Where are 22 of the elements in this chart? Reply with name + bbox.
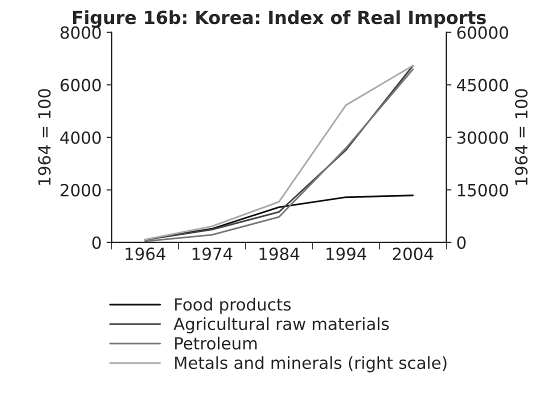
y-tick-label: 6000 xyxy=(60,78,101,92)
legend-label: Agricultural raw materials xyxy=(174,317,389,334)
x-tick-label: 1994 xyxy=(326,248,366,260)
y-tick-label: 4000 xyxy=(60,131,101,144)
x-tick-label: 2004 xyxy=(392,248,434,260)
y2-tick-label: 0 xyxy=(457,236,466,249)
legend-label: Food products xyxy=(175,298,291,314)
y2-tick-label: 15000 xyxy=(458,184,508,196)
x-tick-label: 1974 xyxy=(192,248,232,260)
y2-axis-title: 1964 = 100 xyxy=(514,89,528,185)
legend-label: Metals and minerals (right scale) xyxy=(175,356,446,372)
y2-tick-label: 30000 xyxy=(457,131,508,144)
y-axis-title: 1964 = 100 xyxy=(38,89,51,185)
legend-label: Petroleum xyxy=(175,336,257,350)
y2-tick-label: 45000 xyxy=(456,78,508,92)
y-tick-label: 8000 xyxy=(60,26,101,39)
x-tick-label: 1964 xyxy=(126,248,166,260)
chart-title: Figure 16b: Korea: Index of Real Imports xyxy=(72,10,486,28)
y-tick-label: 2000 xyxy=(60,184,101,196)
y2-tick-label: 60000 xyxy=(457,26,508,39)
y-tick-label: 0 xyxy=(92,236,101,249)
x-tick-label: 1984 xyxy=(260,248,300,260)
